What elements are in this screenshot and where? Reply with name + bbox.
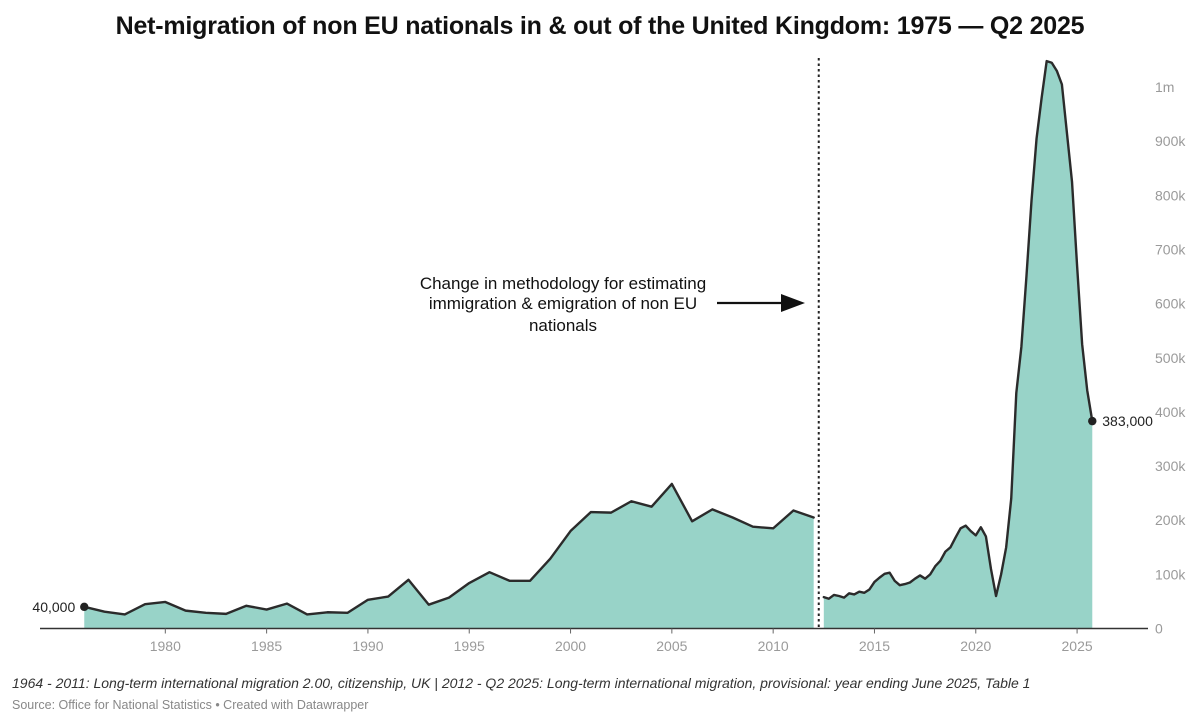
annotation-line-1: Change in methodology for estimating — [420, 274, 706, 293]
area-layer — [84, 61, 1093, 629]
chart-title: Net-migration of non EU nationals in & o… — [115, 12, 1085, 40]
y-tick-label-500k: 500k — [1155, 350, 1186, 366]
x-tick-label-1980: 1980 — [150, 638, 181, 654]
y-tick-label-700k: 700k — [1155, 242, 1186, 258]
x-tick-label-2025: 2025 — [1062, 638, 1093, 654]
x-tick-label-2010: 2010 — [758, 638, 789, 654]
y-tick-label-200k: 200k — [1155, 512, 1186, 528]
x-axis-ticks: 1980 1985 1990 1995 2000 2005 2010 2015 2020 2025 — [150, 628, 1093, 654]
y-tick-label-400k: 400k — [1155, 404, 1186, 420]
footnote: 1964 - 2011: Long-term international mig… — [12, 675, 1031, 691]
point-label-2: 383,000 — [1102, 413, 1153, 429]
y-tick-label-0: 0 — [1155, 621, 1163, 637]
series-1-line — [83, 482, 815, 616]
series-2-area — [823, 61, 1093, 629]
y-tick-label-600k: 600k — [1155, 296, 1186, 312]
methodology-annotation: Change in methodology for estimating imm… — [420, 274, 805, 335]
point-markers: 40,000 383,000 — [32, 413, 1153, 615]
series-2-line — [822, 59, 1094, 600]
arrow-head-icon — [781, 294, 805, 312]
x-tick-label-1990: 1990 — [352, 638, 383, 654]
y-tick-label-300k: 300k — [1155, 458, 1186, 474]
point-label-1: 40,000 — [32, 599, 75, 615]
point-marker-2 — [1088, 416, 1097, 426]
x-tick-label-1995: 1995 — [454, 638, 485, 654]
source-credit: Source: Office for National Statistics •… — [12, 698, 369, 712]
x-tick-label-2015: 2015 — [859, 638, 890, 654]
y-tick-label-1m: 1m — [1155, 79, 1174, 95]
y-tick-label-800k: 800k — [1155, 187, 1186, 203]
y-axis-ticks: 0 100k 200k 300k 400k 500k 600k 700k 800k 900k 1m — [1155, 79, 1186, 636]
y-tick-label-100k: 100k — [1155, 566, 1186, 582]
annotation-line-3: nationals — [529, 316, 597, 335]
x-tick-label-1985: 1985 — [251, 638, 282, 654]
point-marker-1 — [80, 602, 89, 612]
line-layer — [83, 59, 1094, 616]
series-1-area — [84, 483, 814, 629]
x-tick-label-2000: 2000 — [555, 638, 586, 654]
annotation-line-2: immigration & emigration of non EU — [429, 294, 697, 313]
x-tick-label-2005: 2005 — [656, 638, 687, 654]
x-tick-label-2020: 2020 — [960, 638, 991, 654]
y-tick-label-900k: 900k — [1155, 133, 1186, 149]
